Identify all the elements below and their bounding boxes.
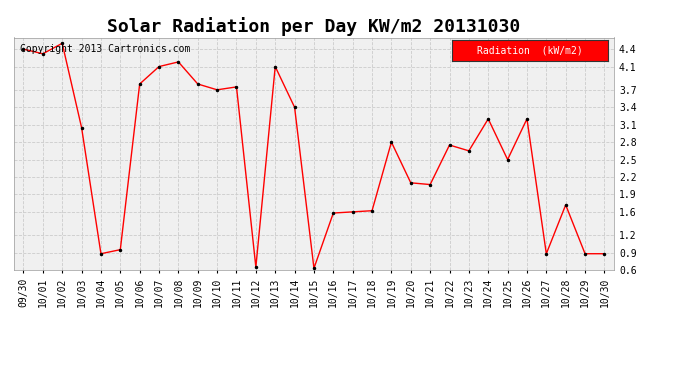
Text: Copyright 2013 Cartronics.com: Copyright 2013 Cartronics.com	[20, 45, 190, 54]
Title: Solar Radiation per Day KW/m2 20131030: Solar Radiation per Day KW/m2 20131030	[108, 17, 520, 36]
